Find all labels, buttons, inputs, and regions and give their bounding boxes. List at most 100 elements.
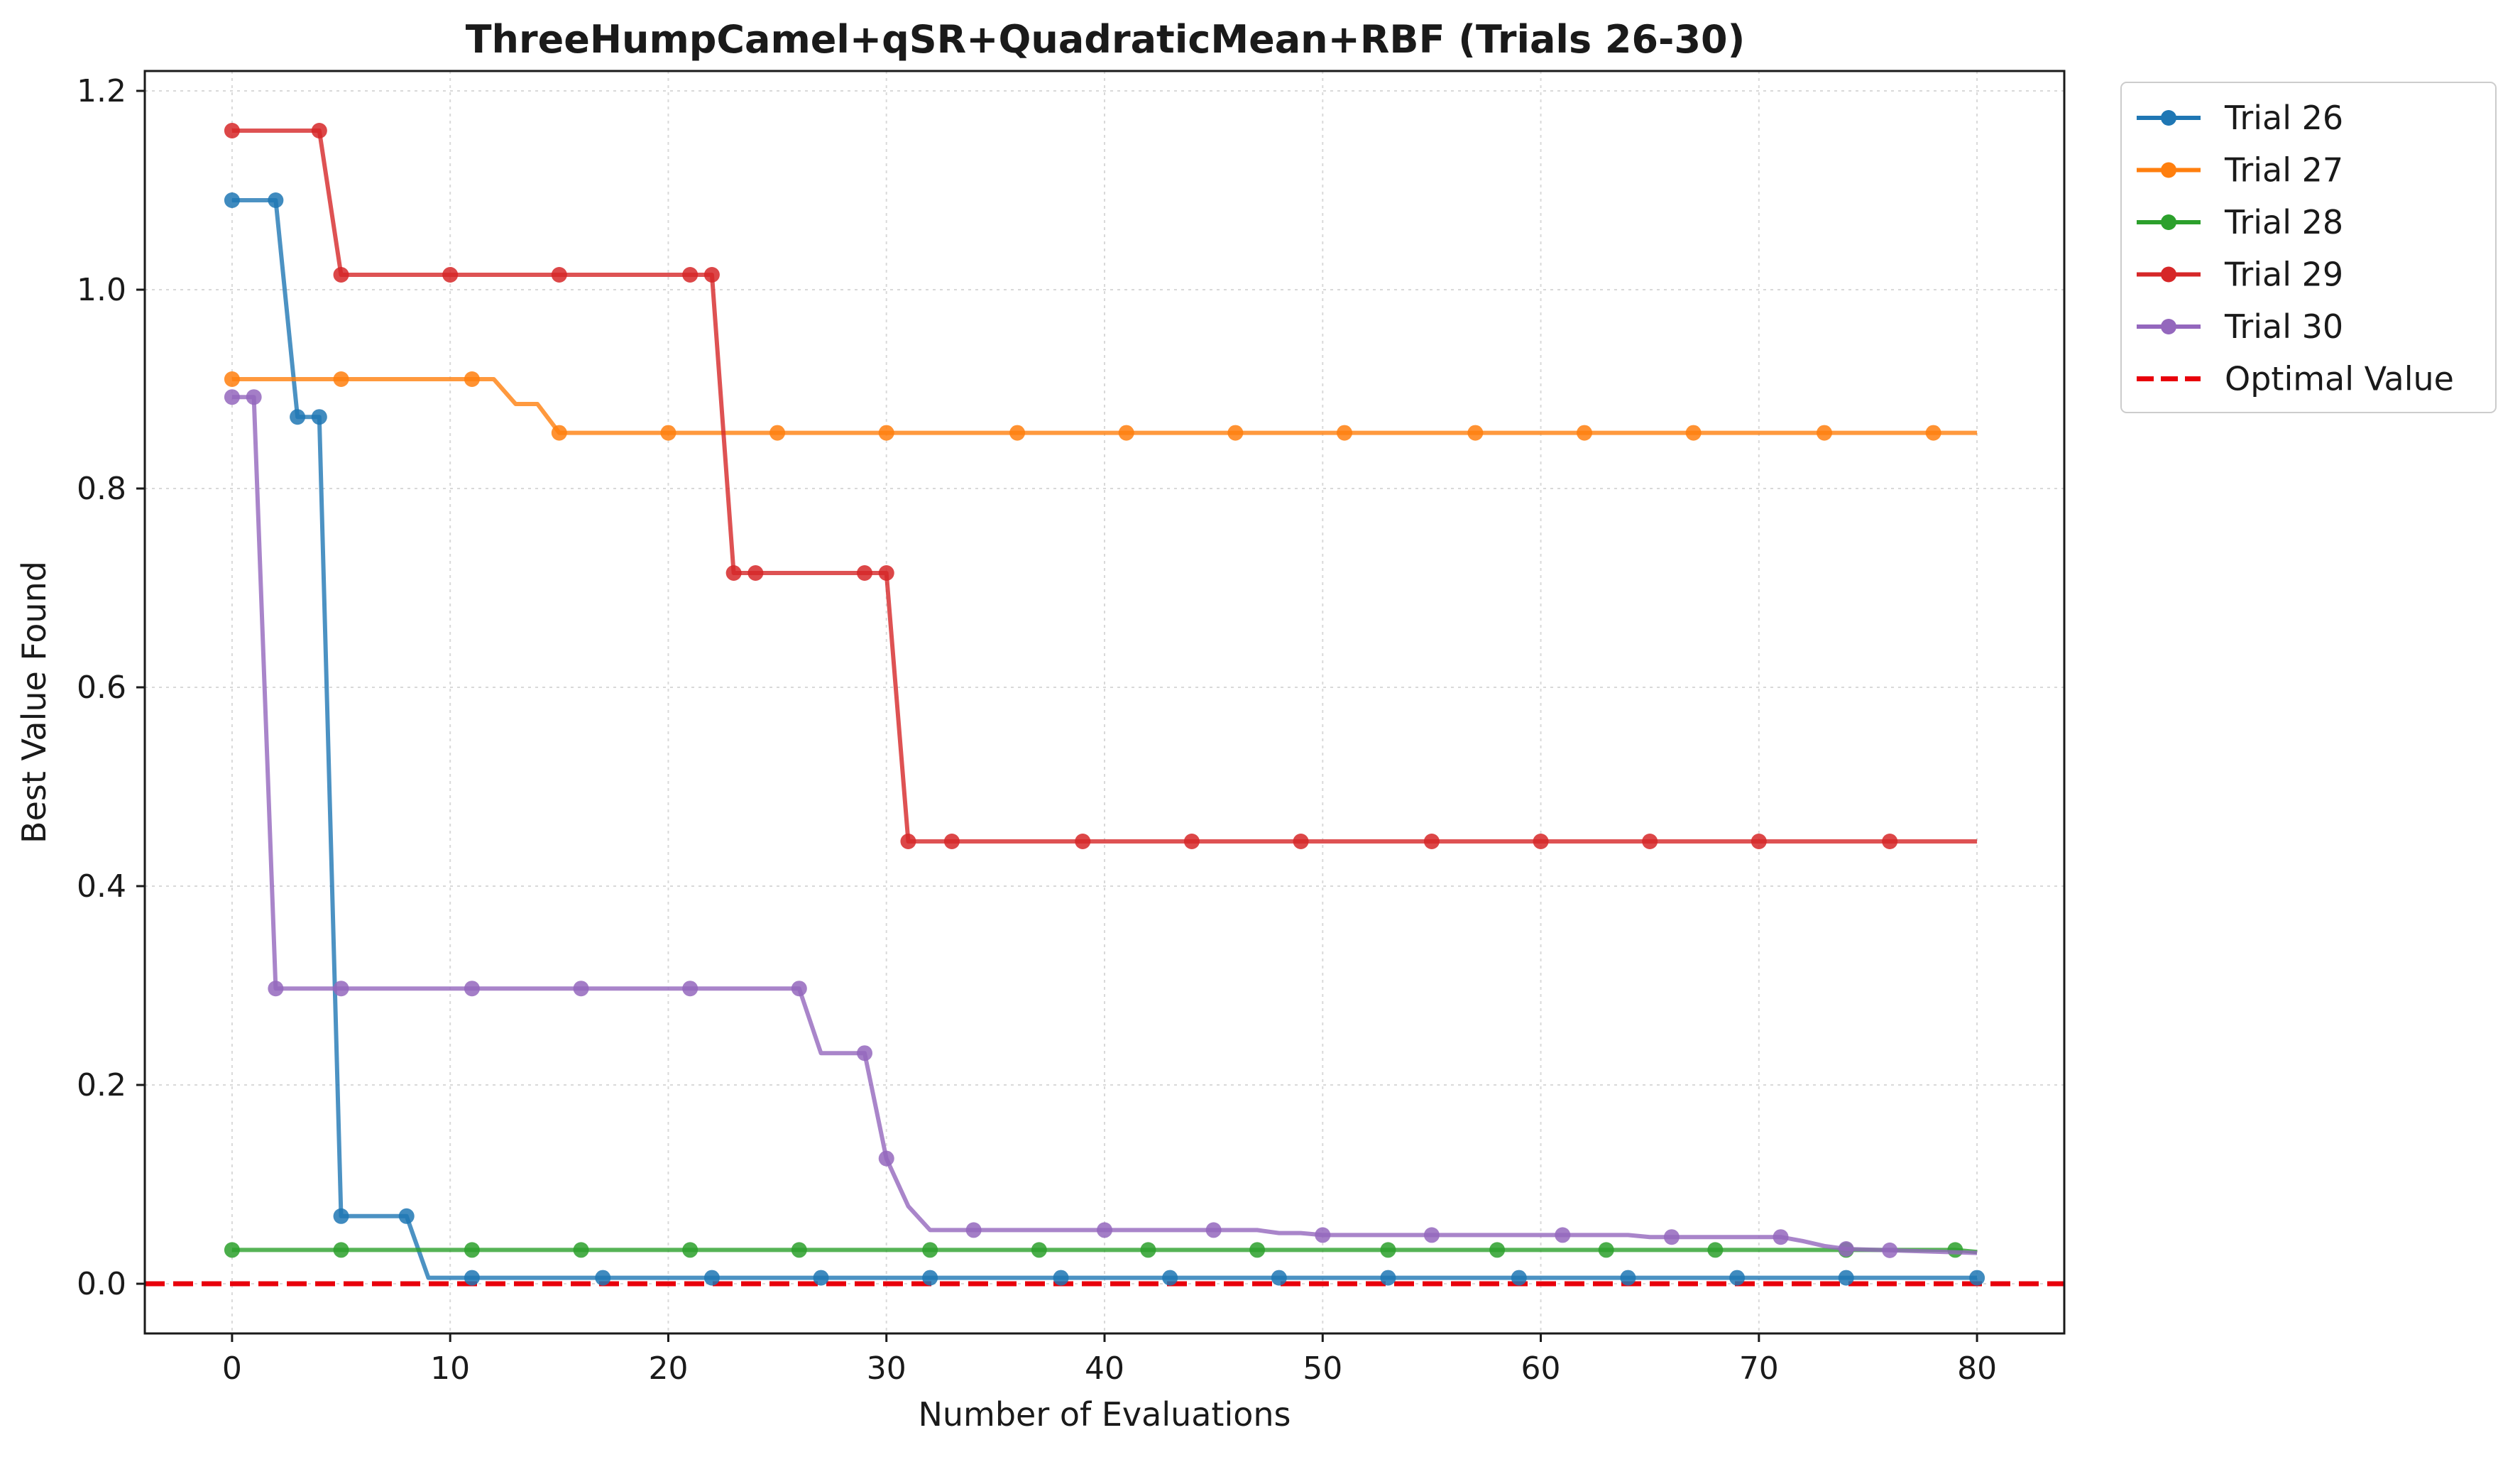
series-1 <box>224 192 1985 1286</box>
data-point <box>1882 834 1898 849</box>
series-line <box>231 395 1978 1255</box>
x-tick-label: 0 <box>222 1350 242 1387</box>
x-tick-label: 60 <box>1521 1350 1561 1387</box>
data-point <box>1162 1270 1178 1286</box>
data-point <box>922 1270 938 1286</box>
data-point <box>1380 1270 1396 1286</box>
series-line <box>231 377 1978 435</box>
chart-title: ThreeHumpCamel+qSR+QuadraticMean+RBF (Tr… <box>466 17 1746 62</box>
data-point <box>813 1270 829 1286</box>
series-line <box>231 129 1978 844</box>
data-point <box>224 192 240 208</box>
legend-label: Trial 27 <box>2224 151 2343 190</box>
x-tick-label: 20 <box>648 1350 688 1387</box>
data-point <box>311 123 327 138</box>
legend-marker <box>2161 266 2176 283</box>
data-point <box>595 1270 611 1286</box>
data-point <box>573 1242 589 1258</box>
series-2 <box>224 371 1978 441</box>
data-point <box>1663 1229 1680 1245</box>
data-point <box>1097 1222 1112 1238</box>
series-4 <box>224 123 1978 849</box>
data-point <box>246 389 262 405</box>
x-tick-label: 50 <box>1303 1350 1342 1387</box>
data-point <box>224 389 240 405</box>
data-point <box>1751 834 1767 849</box>
legend: Trial 26 Trial 27 Trial 28 Trial 29 Trial 30… <box>2120 82 2497 413</box>
data-point <box>1489 1242 1506 1258</box>
data-point <box>878 1150 894 1167</box>
data-point <box>791 981 807 997</box>
legend-label: Trial 26 <box>2224 99 2343 137</box>
data-point <box>311 409 327 425</box>
data-point <box>1315 1227 1331 1243</box>
grid <box>145 71 2064 1333</box>
x-tick-label: 80 <box>1957 1350 1997 1387</box>
x-axis-label: Number of Evaluations <box>918 1395 1291 1434</box>
data-point <box>1140 1242 1156 1258</box>
y-tick-label: 1.0 <box>77 272 126 308</box>
legend-label: Trial 28 <box>2224 203 2343 241</box>
y-tick-label: 0.6 <box>77 670 126 706</box>
x-tick-label: 10 <box>430 1350 470 1387</box>
data-point <box>268 192 284 208</box>
data-point <box>965 1222 982 1238</box>
data-point <box>551 425 567 441</box>
data-point <box>900 834 916 849</box>
y-axis-label: Best Value Found <box>15 561 53 844</box>
data-point <box>1555 1227 1571 1243</box>
legend-entry: Trial 29 <box>2137 256 2343 294</box>
data-point <box>1817 425 1832 441</box>
data-point <box>1423 834 1440 849</box>
data-point <box>943 834 960 849</box>
data-point <box>857 565 872 581</box>
legend-marker <box>2161 214 2176 230</box>
data-point <box>464 1270 480 1286</box>
data-point <box>682 1242 699 1258</box>
data-point <box>551 267 567 283</box>
legend-entry: Optimal Value <box>2137 360 2454 398</box>
data-point <box>1838 1270 1854 1286</box>
data-point <box>1031 1242 1047 1258</box>
data-point <box>333 1208 349 1224</box>
series-layer <box>224 123 1985 1286</box>
data-point <box>1511 1270 1527 1286</box>
series-line <box>231 198 1978 1280</box>
data-point <box>682 267 699 283</box>
data-point <box>1729 1270 1746 1286</box>
data-point <box>1380 1242 1396 1258</box>
data-point <box>224 1242 240 1258</box>
data-point <box>1337 425 1352 441</box>
y-tick-label: 0.2 <box>77 1067 126 1103</box>
data-point <box>1423 1227 1440 1243</box>
data-point <box>1947 1242 1963 1258</box>
data-point <box>442 267 459 283</box>
data-point <box>703 267 720 283</box>
data-point <box>660 425 676 441</box>
data-point <box>333 1242 349 1258</box>
x-tick-label: 70 <box>1739 1350 1779 1387</box>
y-tick-label: 0.8 <box>77 471 126 507</box>
data-point <box>1075 834 1091 849</box>
legend-frame <box>2120 82 2497 413</box>
data-point <box>1183 834 1200 849</box>
legend-marker <box>2161 110 2176 126</box>
y-tick-label: 0.0 <box>77 1266 126 1302</box>
data-point <box>224 123 240 138</box>
data-point <box>290 409 306 425</box>
legend-label: Optimal Value <box>2225 360 2454 398</box>
series-5 <box>224 389 1978 1258</box>
data-point <box>1707 1242 1724 1258</box>
data-point <box>224 371 240 387</box>
data-point <box>333 267 349 283</box>
data-point <box>333 371 349 387</box>
data-point <box>398 1208 415 1224</box>
x-tick-label: 30 <box>867 1350 906 1387</box>
data-point <box>1642 834 1658 849</box>
legend-label: Trial 29 <box>2224 256 2343 294</box>
data-point <box>1118 425 1134 441</box>
data-point <box>464 1242 480 1258</box>
data-point <box>857 1045 872 1062</box>
data-point <box>333 981 349 997</box>
